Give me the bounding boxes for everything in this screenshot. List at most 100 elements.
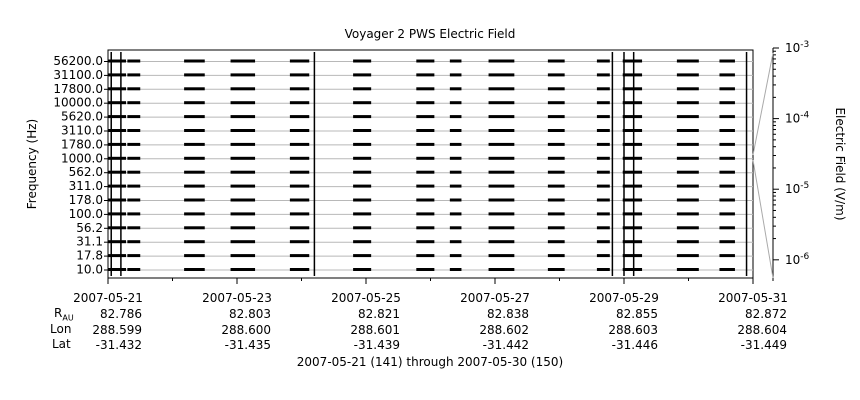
ephemeris-r-symbol: R	[54, 306, 63, 320]
x-tick-label: 2007-05-31	[718, 291, 788, 305]
ephemeris-r-value: 82.786	[100, 307, 142, 321]
data-segment	[622, 73, 643, 77]
data-segment	[108, 156, 127, 160]
data-segment	[596, 212, 610, 216]
ephemeris-label-r: RAU	[54, 306, 74, 322]
ephemeris-lat-value: -31.442	[483, 338, 529, 352]
data-segment	[488, 240, 515, 244]
data-segment	[184, 73, 205, 77]
data-segment	[449, 226, 462, 230]
data-segment	[449, 184, 462, 188]
data-segment	[676, 170, 699, 174]
data-segment	[719, 212, 735, 216]
data-segment	[127, 240, 141, 244]
data-segment	[676, 87, 699, 91]
colorbar-connector-top	[752, 52, 774, 156]
ephemeris-r-value: 82.855	[616, 307, 658, 321]
data-segment	[127, 87, 141, 91]
data-segment	[719, 240, 735, 244]
data-segment	[108, 184, 127, 188]
data-segment	[676, 198, 699, 202]
data-segment	[416, 73, 435, 77]
colorbar-tick-label: 10-5	[785, 181, 809, 196]
data-segment	[353, 115, 372, 119]
data-segment	[719, 59, 735, 63]
data-segment	[184, 226, 205, 230]
data-segment	[676, 59, 699, 63]
data-segment	[622, 87, 643, 91]
ephemeris-lon-value: 288.602	[479, 323, 529, 337]
data-segment	[622, 198, 643, 202]
date-range-footer: 2007-05-21 (141) through 2007-05-30 (150…	[296, 355, 564, 369]
data-segment	[676, 142, 699, 146]
data-segment	[230, 198, 256, 202]
data-segment	[108, 129, 127, 132]
data-segment	[547, 115, 565, 119]
colorbar-tick-exponent: -6	[800, 252, 809, 262]
data-segment	[289, 226, 310, 230]
data-segment	[449, 156, 462, 160]
data-segment	[676, 101, 699, 105]
colorbar-tick-base: 10	[785, 112, 800, 126]
data-segment	[719, 268, 735, 271]
data-segment	[596, 87, 610, 91]
data-segment	[184, 142, 205, 146]
y-tick-label: 17.8	[76, 249, 103, 263]
data-segment	[184, 198, 205, 202]
data-segment	[449, 240, 462, 244]
data-segment	[353, 129, 372, 132]
data-segment	[230, 101, 256, 105]
data-segment	[676, 156, 699, 160]
data-segment	[547, 156, 565, 160]
data-segment	[416, 101, 435, 105]
y-tick-label: 10000.0	[53, 96, 103, 110]
data-segment	[127, 226, 141, 230]
data-segment	[596, 268, 610, 271]
data-segment	[416, 254, 435, 258]
data-segment	[488, 170, 515, 174]
data-segment	[676, 129, 699, 132]
data-segment	[676, 268, 699, 271]
ephemeris-label-lon: Lon	[50, 322, 71, 336]
data-segment	[488, 184, 515, 188]
ephemeris-lon-value: 288.600	[221, 323, 271, 337]
data-segment	[230, 226, 256, 230]
data-segment	[596, 226, 610, 230]
data-segment	[622, 115, 643, 119]
data-segment	[289, 115, 310, 119]
data-segment	[108, 59, 127, 63]
data-segment	[353, 87, 372, 91]
ephemeris-lat-label: Lat	[52, 337, 71, 351]
data-segment	[676, 115, 699, 119]
data-segment	[184, 212, 205, 216]
data-segment	[547, 240, 565, 244]
data-segment	[596, 156, 610, 160]
data-segment	[127, 156, 141, 160]
colorbar-connector-bottom	[752, 159, 774, 279]
y-tick-label: 1780.0	[61, 137, 103, 151]
data-segment	[622, 170, 643, 174]
data-segment	[622, 254, 643, 258]
data-segment	[127, 184, 141, 188]
data-segment	[596, 59, 610, 63]
y-tick-label: 311.0	[69, 179, 103, 193]
data-segment	[719, 129, 735, 132]
ephemeris-lat-value: -31.439	[354, 338, 400, 352]
data-segment	[416, 240, 435, 244]
data-segment	[547, 184, 565, 188]
ephemeris-lon-label: Lon	[50, 322, 72, 336]
data-segment	[416, 87, 435, 91]
data-segment	[416, 59, 435, 63]
y-tick-label: 31100.0	[53, 68, 103, 82]
ephemeris-r-value: 82.821	[358, 307, 400, 321]
data-segment	[547, 170, 565, 174]
data-segment	[488, 212, 515, 216]
data-segment	[488, 129, 515, 132]
data-segment	[488, 115, 515, 119]
data-segment	[596, 73, 610, 77]
ephemeris-lon-value: 288.599	[92, 323, 142, 337]
data-segment	[449, 87, 462, 91]
data-segment	[622, 142, 643, 146]
y-tick-label: 56200.0	[53, 54, 103, 68]
data-segment	[230, 268, 256, 271]
